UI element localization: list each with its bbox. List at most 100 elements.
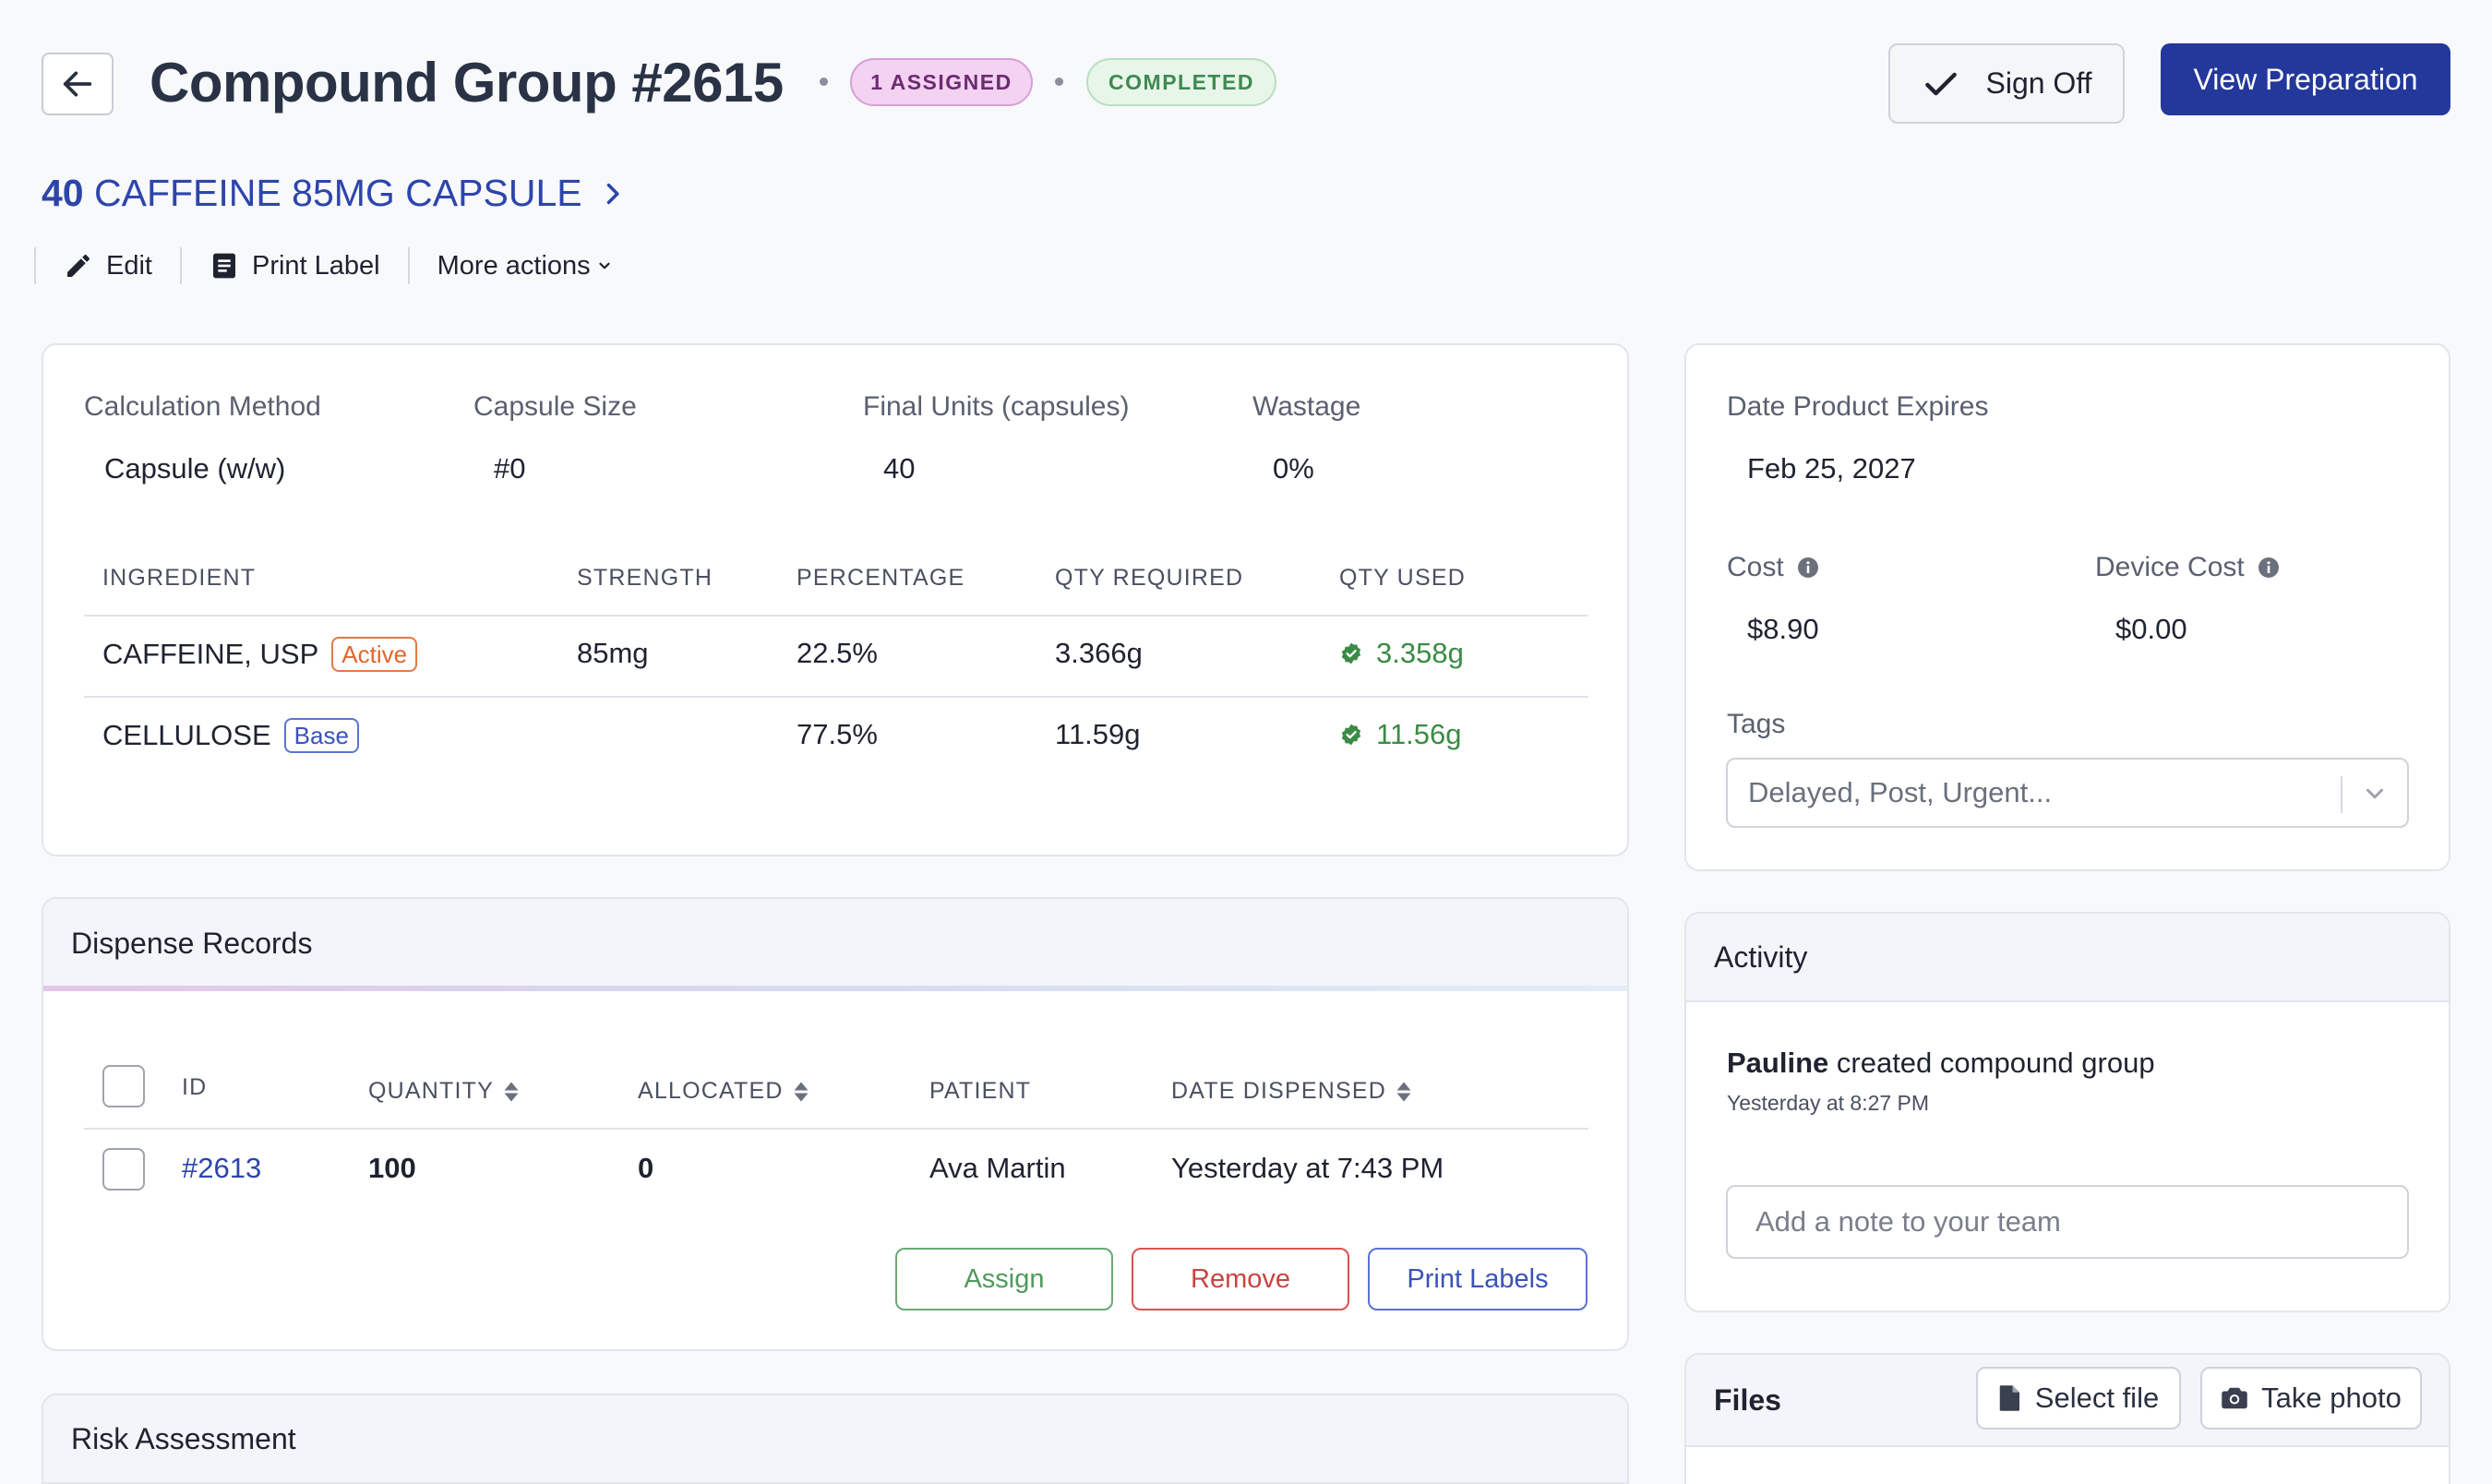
dispense-records-header: Dispense Records (43, 899, 1627, 987)
back-button[interactable] (42, 53, 114, 115)
action-toolbar: Edit Print Label More actions (34, 242, 641, 290)
active-tag: Active (331, 637, 418, 672)
column-header-date-dispensed[interactable]: DATE DISPENSED (1171, 1078, 1412, 1105)
sort-icon (1396, 1082, 1411, 1101)
calculation-method-value: Capsule (w/w) (104, 452, 286, 485)
column-header-percentage: PERCENTAGE (797, 565, 965, 591)
tags-placeholder: Delayed, Post, Urgent... (1748, 776, 2053, 808)
select-file-button[interactable]: Select file (1976, 1367, 2181, 1430)
arrow-left-icon (63, 71, 92, 97)
activity-header: Activity (1686, 914, 2449, 1002)
percentage-cell: 22.5% (797, 637, 878, 669)
dispense-allocated-cell: 0 (638, 1152, 654, 1184)
pencil-icon (67, 254, 90, 277)
sort-icon (794, 1082, 809, 1101)
toolbar-divider (179, 247, 182, 284)
capsule-size-label: Capsule Size (473, 391, 637, 422)
separator-dot (820, 78, 828, 86)
info-icon[interactable] (1797, 556, 1819, 579)
percentage-cell: 77.5% (797, 718, 878, 750)
select-file-label: Select file (2034, 1382, 2160, 1414)
product-link[interactable]: 40 CAFFEINE 85MG CAPSULE (42, 172, 625, 215)
expires-label: Date Product Expires (1727, 391, 1989, 422)
final-units-label: Final Units (capsules) (863, 391, 1130, 422)
take-photo-button[interactable]: Take photo (2200, 1367, 2422, 1430)
remove-button[interactable]: Remove (1132, 1248, 1349, 1310)
base-tag: Base (283, 718, 359, 753)
ingredient-name: CAFFEINE, USP (102, 638, 319, 670)
select-all-checkbox[interactable] (102, 1065, 145, 1107)
device-cost-label-wrap: Device Cost (2095, 552, 2280, 583)
qty-used-value: 11.56g (1376, 718, 1462, 750)
note-input[interactable] (1726, 1185, 2409, 1259)
activity-action: created compound group (1836, 1047, 2155, 1079)
cost-value: $8.90 (1747, 613, 1819, 645)
verified-check-icon (1341, 642, 1361, 664)
sign-off-label: Sign Off (1985, 66, 2092, 100)
tags-select[interactable]: Delayed, Post, Urgent... (1726, 758, 2409, 828)
camera-icon (2222, 1387, 2247, 1409)
qty-required-cell: 3.366g (1055, 637, 1143, 669)
view-preparation-button[interactable]: View Preparation (2161, 43, 2450, 115)
dispense-records-card: Dispense Records ID QUANTITY ALLOCATED P… (42, 897, 1629, 1351)
separator-dot (1055, 78, 1063, 86)
info-icon[interactable] (2258, 556, 2280, 579)
verified-check-icon (1341, 724, 1361, 746)
cost-label: Cost (1727, 552, 1784, 582)
sign-off-button[interactable]: Sign Off (1888, 43, 2125, 124)
qty-required-cell: 11.59g (1055, 718, 1141, 750)
final-units-value: 40 (883, 452, 916, 485)
dispense-id-link[interactable]: #2613 (182, 1152, 262, 1184)
dispense-patient-cell: Ava Martin (929, 1152, 1066, 1184)
device-cost-label: Device Cost (2095, 552, 2245, 582)
wastage-value: 0% (1273, 452, 1314, 485)
column-header-allocated[interactable]: ALLOCATED (638, 1078, 809, 1105)
date-dispensed-header-label: DATE DISPENSED (1171, 1078, 1387, 1104)
risk-assessment-card: Risk Assessment (42, 1394, 1629, 1484)
quantity-header-label: QUANTITY (368, 1078, 494, 1104)
column-header-id: ID (182, 1074, 208, 1100)
formula-card: Calculation Method Capsule (w/w) Capsule… (42, 343, 1629, 856)
qty-used-value: 3.358g (1376, 637, 1464, 669)
column-header-ingredient: INGREDIENT (102, 565, 257, 591)
assigned-badge[interactable]: 1 ASSIGNED (850, 58, 1033, 106)
allocated-header-label: ALLOCATED (638, 1078, 784, 1104)
file-icon (1999, 1385, 2019, 1411)
table-divider (84, 1128, 1588, 1130)
document-icon (212, 253, 235, 279)
select-divider (2341, 776, 2342, 813)
activity-title: Activity (1714, 939, 1808, 974)
risk-assessment-title: Risk Assessment (71, 1421, 296, 1455)
row-checkbox[interactable] (102, 1148, 145, 1191)
capsule-size-value: #0 (494, 452, 526, 485)
calculation-method-label: Calculation Method (84, 391, 321, 422)
edit-label: Edit (106, 250, 152, 281)
page-title: Compound Group #2615 (150, 52, 784, 114)
assign-button[interactable]: Assign (895, 1248, 1113, 1310)
toolbar-divider (34, 247, 36, 284)
qty-used-cell: 3.358g (1339, 637, 1464, 670)
header-accent-bar (43, 986, 1627, 991)
column-header-quantity[interactable]: QUANTITY (368, 1078, 520, 1105)
table-divider (84, 696, 1588, 698)
print-label-text: Print Label (251, 250, 380, 281)
chevron-right-icon (606, 183, 619, 204)
activity-time: Yesterday at 8:27 PM (1727, 1091, 1930, 1115)
toolbar-divider (407, 247, 410, 284)
print-label-button[interactable]: Print Label (182, 251, 408, 281)
ingredient-cell: CELLULOSE Base (102, 718, 359, 753)
activity-entry: Pauline created compound group (1727, 1047, 2155, 1080)
chevron-down-icon (599, 262, 610, 269)
print-labels-button[interactable]: Print Labels (1368, 1248, 1587, 1310)
more-actions-dropdown[interactable]: More actions (410, 251, 641, 281)
column-header-qty-used: QTY USED (1339, 565, 1466, 591)
wastage-label: Wastage (1252, 391, 1361, 422)
activity-user: Pauline (1727, 1047, 1829, 1079)
tags-label: Tags (1727, 709, 1786, 739)
edit-button[interactable]: Edit (36, 251, 180, 281)
column-header-patient: PATIENT (929, 1078, 1032, 1104)
take-photo-label: Take photo (2261, 1382, 2402, 1414)
cost-label-wrap: Cost (1727, 552, 1819, 583)
column-header-strength: STRENGTH (577, 565, 713, 591)
sort-icon (504, 1082, 519, 1101)
